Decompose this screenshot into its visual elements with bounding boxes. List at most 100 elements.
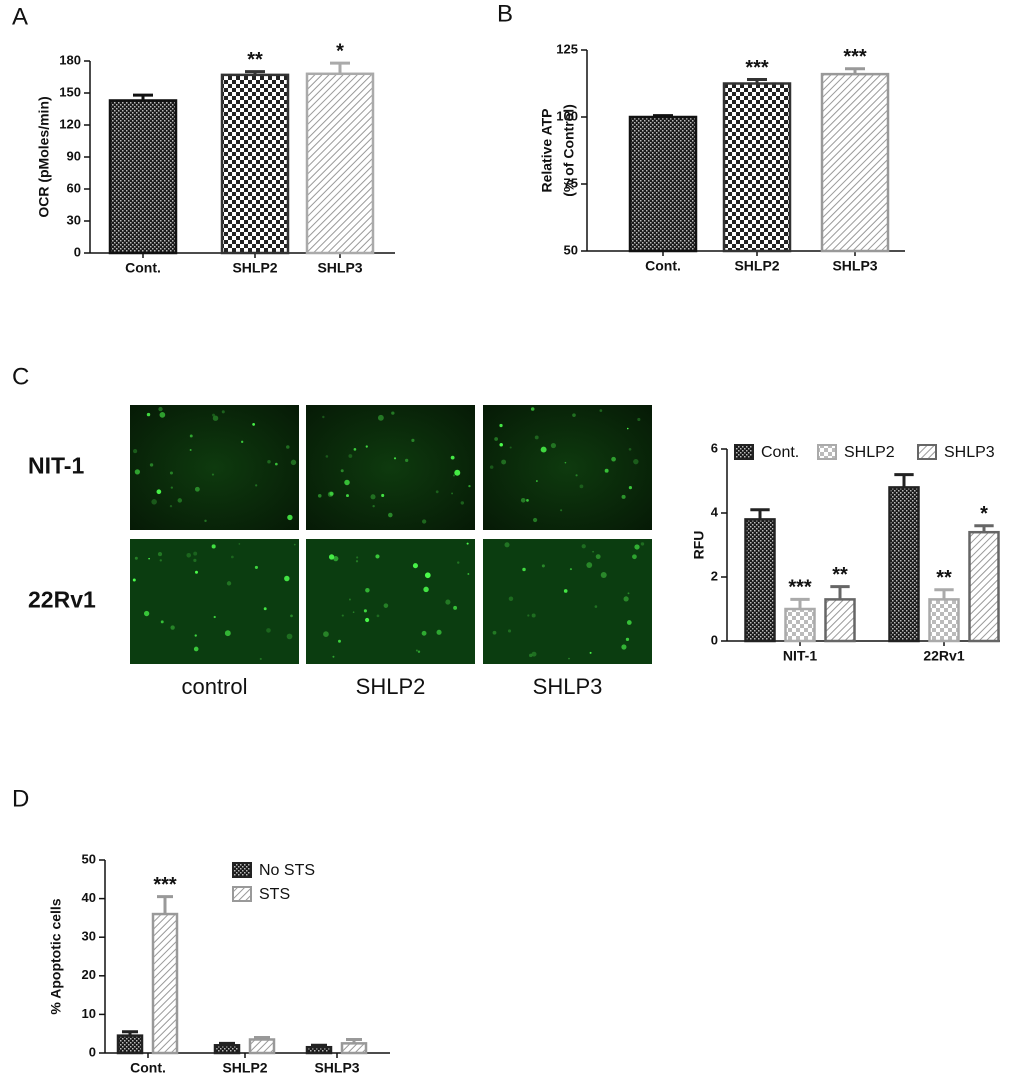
cell-spot (240, 440, 244, 444)
cell-spot (450, 455, 455, 460)
cell-spot (133, 449, 138, 454)
cell-spot (560, 509, 563, 512)
y-tick-label: 0 (89, 1044, 96, 1059)
cell-spot (454, 469, 461, 476)
panel-label: C (12, 363, 29, 390)
significance-label: ** (936, 567, 952, 589)
cell-spot (170, 486, 173, 489)
column-label: control (181, 674, 247, 699)
cell-spot (563, 589, 568, 593)
cell-spot (520, 497, 526, 503)
cell-spot (535, 480, 538, 482)
cell-spot (372, 504, 375, 508)
bar (824, 598, 856, 643)
micrograph (483, 405, 652, 530)
cell-spot (365, 617, 370, 623)
cell-spot (213, 615, 216, 619)
cell-spot (595, 554, 601, 560)
bar (888, 486, 920, 643)
cell-spot (522, 567, 526, 572)
cell-spot (186, 552, 192, 558)
y-axis-label: Relative ATP (539, 108, 555, 192)
cell-spot (579, 484, 584, 489)
cell-spot (365, 587, 370, 593)
bar (213, 1044, 241, 1055)
cell-spot (452, 474, 455, 477)
significance-label: * (336, 40, 344, 62)
cell-spot (212, 413, 215, 417)
y-tick-label: 0 (711, 632, 718, 647)
cell-spot (604, 468, 609, 473)
cell-spot (531, 651, 537, 657)
y-tick-label: 100 (556, 108, 578, 123)
error-bar (157, 895, 173, 915)
y-tick-label: 50 (564, 242, 578, 257)
legend-label: SHLP3 (944, 444, 995, 461)
significance-label: * (980, 503, 988, 525)
cell-spot (267, 459, 271, 464)
cell-spot (489, 465, 494, 469)
bar (116, 1034, 144, 1055)
y-axis-label: RFU (691, 531, 707, 560)
cell-spot (160, 620, 164, 624)
bar (820, 72, 890, 253)
x-tick-label: SHLP3 (832, 258, 877, 274)
cell-spot (460, 501, 465, 505)
cell-spot (323, 631, 329, 637)
cell-spot (417, 650, 421, 653)
cell-spot (370, 494, 376, 500)
error-bar (934, 588, 954, 600)
cell-spot (457, 561, 460, 564)
bar (248, 1038, 276, 1055)
bar (968, 530, 1000, 643)
cell-spot (266, 628, 271, 633)
bar (151, 912, 179, 1055)
cell-spot (504, 542, 510, 548)
cell-spot (640, 542, 645, 546)
cell-spot (627, 592, 630, 595)
y-tick-label: 60 (67, 180, 81, 195)
cell-spot (628, 447, 632, 451)
cell-spot (526, 499, 529, 502)
significance-label: *** (153, 874, 177, 896)
cell-spot (423, 586, 429, 593)
x-tick-label: SHLP2 (222, 1060, 267, 1076)
cell-spot (494, 437, 499, 441)
cell-spot (600, 572, 607, 578)
cell-spot (592, 550, 594, 553)
cell-spot (499, 423, 503, 428)
cell-spot (341, 614, 344, 617)
cell-spot (353, 448, 357, 451)
cell-spot (325, 455, 329, 458)
cell-spot (348, 598, 351, 601)
cell-spot (611, 456, 616, 462)
cell-spot (348, 454, 353, 458)
cell-spot (569, 568, 572, 571)
cell-spot (421, 519, 427, 524)
y-axis-label: OCR (pMoles/min) (36, 96, 52, 217)
cell-spot (226, 581, 232, 586)
y-tick-label: 2 (711, 568, 718, 583)
cell-spot (259, 657, 262, 661)
cell-spot (286, 633, 293, 640)
y-tick-label: 180 (59, 52, 81, 67)
bar (784, 607, 816, 643)
bar (928, 598, 960, 643)
cell-spot (252, 423, 256, 426)
row-label: 22Rv1 (28, 587, 96, 613)
cell-spot (621, 644, 627, 650)
cell-spot (193, 646, 199, 652)
cell-spot (346, 494, 349, 498)
x-tick-label: Cont. (645, 258, 681, 274)
cell-spot (211, 544, 216, 549)
cell-spot (224, 630, 231, 637)
cell-spot (231, 555, 234, 559)
cell-spot (193, 558, 197, 562)
cell-spot (344, 479, 350, 486)
cell-spot (338, 639, 341, 643)
cell-spot (293, 543, 296, 546)
cell-spot (189, 448, 192, 451)
micrograph (130, 539, 299, 664)
cell-spot (194, 634, 197, 637)
cell-spot (149, 463, 154, 467)
